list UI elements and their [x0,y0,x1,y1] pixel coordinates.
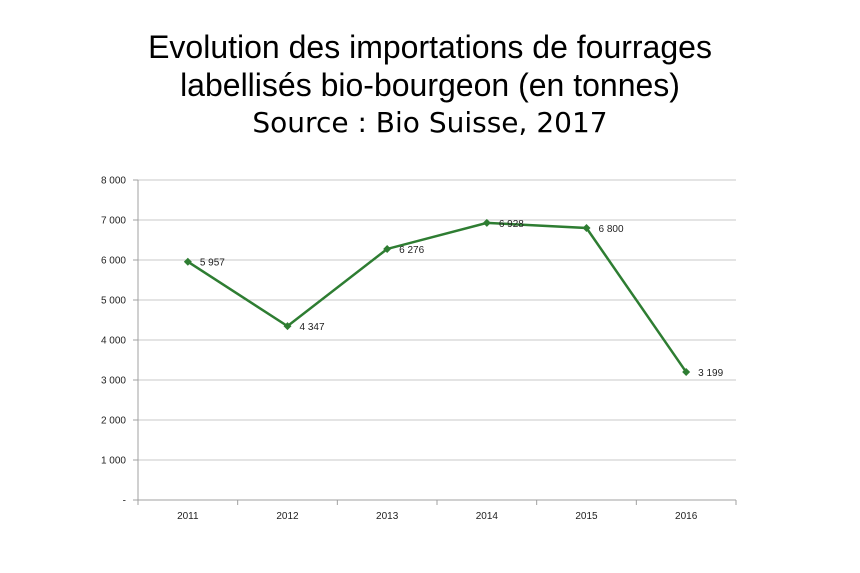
y-tick-label: 2 000 [101,416,126,427]
data-label: 5 957 [200,258,225,269]
y-tick-label: 3 000 [101,376,126,387]
data-point [183,257,192,266]
y-tick-label: 8 000 [101,176,126,187]
y-tick-label: 5 000 [101,296,126,307]
data-label: 6 800 [599,224,624,235]
y-tick-label: 4 000 [101,336,126,347]
x-tick-label: 2015 [575,511,598,522]
x-tick-label: 2016 [675,511,698,522]
data-label: 6 276 [399,245,424,256]
y-tick-label: 6 000 [101,256,126,267]
data-label: 4 347 [300,322,325,333]
y-tick-label: 7 000 [101,216,126,227]
data-point [582,224,591,232]
x-tick-label: 2014 [476,511,499,522]
data-point [682,368,691,377]
chart-title-block: Evolution des importations de fourrages … [0,28,860,142]
x-tick-label: 2013 [376,511,399,522]
series-line [187,221,688,373]
chart-title-line-1: Evolution des importations de fourrages [148,29,712,65]
data-label: 6 928 [499,219,524,230]
x-tick-label: 2012 [276,511,299,522]
chart-source: Source : Bio Suisse, 2017 [252,106,608,139]
x-tick-label: 2011 [177,511,199,522]
data-point [383,244,392,253]
chart-title-line-2: labellisés bio-bourgeon (en tonnes) [180,67,680,103]
data-point [283,322,292,331]
data-label: 3 199 [698,368,723,379]
data-point [482,218,491,227]
y-tick-label: - [123,496,126,507]
y-tick-label: 1 000 [101,456,126,467]
